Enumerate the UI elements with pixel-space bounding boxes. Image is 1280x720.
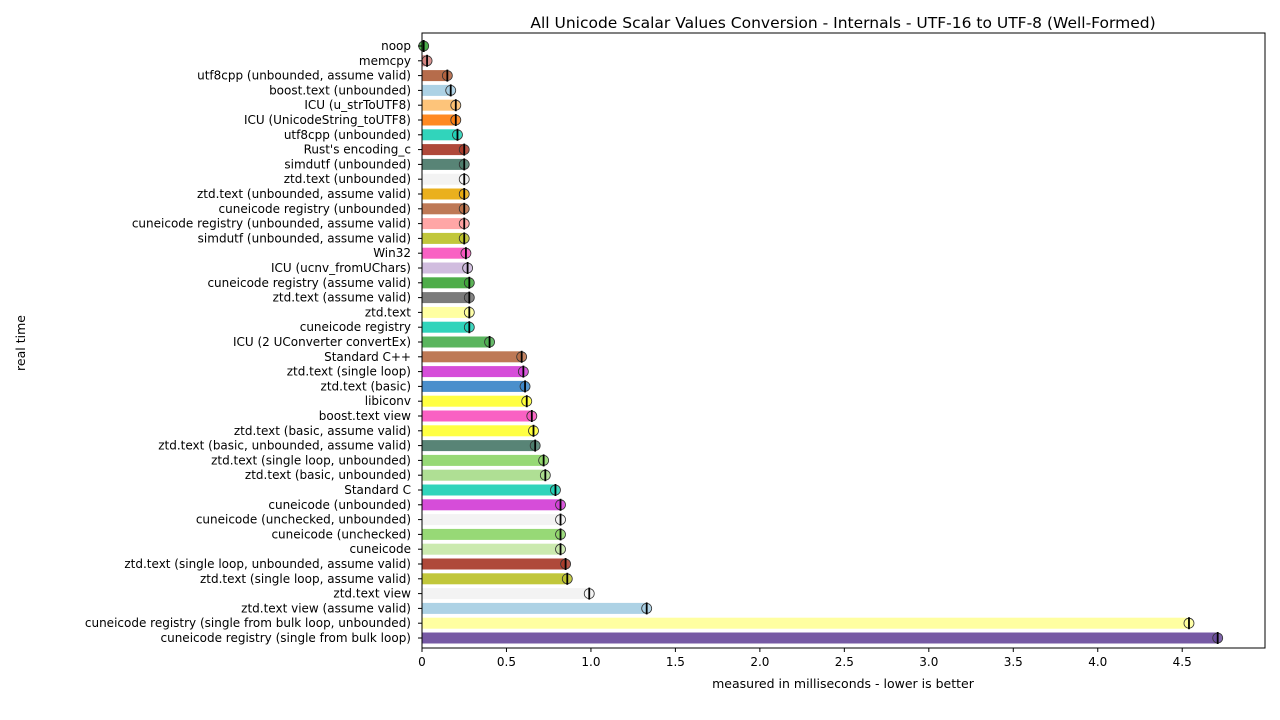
y-tick-label-9: ztd.text (unbounded) (284, 172, 411, 186)
y-tick-label-2: utf8cpp (unbounded, assume valid) (197, 69, 411, 83)
x-tick-label-8: 4.0 (1088, 655, 1107, 669)
y-tick-label-13: simdutf (unbounded, assume valid) (198, 231, 411, 245)
bar-17 (422, 292, 470, 304)
bar-35 (422, 558, 566, 570)
y-tick-label-29: ztd.text (basic, unbounded) (245, 468, 411, 482)
y-tick-label-24: libiconv (365, 394, 411, 408)
x-tick-label-2: 1.0 (581, 655, 600, 669)
bar-27 (422, 440, 536, 452)
bar-37 (422, 588, 590, 600)
bar-23 (422, 380, 526, 392)
y-tick-label-21: Standard C++ (324, 350, 411, 364)
y-tick-label-36: ztd.text (single loop, assume valid) (200, 572, 411, 586)
bar-24 (422, 395, 527, 407)
y-tick-label-23: ztd.text (basic) (321, 379, 411, 393)
y-tick-label-35: ztd.text (single loop, unbounded, assume… (124, 557, 411, 571)
y-tick-label-38: ztd.text view (assume valid) (241, 601, 411, 615)
y-tick-label-14: Win32 (373, 246, 411, 260)
y-tick-label-10: ztd.text (unbounded, assume valid) (197, 187, 411, 201)
y-axis-label: real time (13, 315, 28, 371)
bar-15 (422, 262, 468, 274)
bar-9 (422, 173, 465, 185)
bar-11 (422, 203, 465, 215)
y-tick-label-6: utf8cpp (unbounded) (284, 128, 411, 142)
y-tick-label-15: ICU (ucnv_fromUChars) (271, 261, 411, 275)
bar-8 (422, 158, 465, 170)
y-tick-label-40: cuneicode registry (single from bulk loo… (161, 631, 412, 645)
y-tick-label-26: ztd.text (basic, assume valid) (234, 424, 411, 438)
bar-40 (422, 632, 1218, 644)
bar-14 (422, 247, 466, 259)
y-tick-label-27: ztd.text (basic, unbounded, assume valid… (158, 439, 411, 453)
bar-32 (422, 514, 561, 526)
bar-6 (422, 129, 458, 141)
x-tick-label-7: 3.5 (1004, 655, 1023, 669)
y-tick-label-28: ztd.text (single loop, unbounded) (211, 453, 411, 467)
x-tick-label-1: 0.5 (497, 655, 516, 669)
bar-3 (422, 84, 451, 96)
error-bars-group (418, 40, 1224, 644)
bar-10 (422, 188, 465, 200)
bar-25 (422, 410, 532, 422)
bar-21 (422, 351, 522, 363)
x-tick-label-3: 1.5 (666, 655, 685, 669)
y-tick-label-32: cuneicode (unchecked, unbounded) (196, 513, 411, 527)
bar-16 (422, 277, 470, 289)
y-tick-label-18: ztd.text (365, 305, 411, 319)
y-tick-label-8: simdutf (unbounded) (284, 157, 411, 171)
plot-frame (421, 32, 1266, 649)
y-tick-label-12: cuneicode registry (unbounded, assume va… (132, 217, 411, 231)
bar-39 (422, 617, 1189, 629)
y-tick-label-17: ztd.text (assume valid) (273, 291, 411, 305)
bar-12 (422, 218, 465, 230)
x-axis-label: measured in milliseconds - lower is bett… (712, 676, 975, 691)
x-tick-label-9: 4.5 (1173, 655, 1192, 669)
y-tick-label-0: noop (381, 39, 411, 53)
y-tick-label-4: ICU (u_strToUTF8) (304, 98, 411, 112)
bar-2 (422, 70, 448, 82)
x-tick-label-0: 0 (418, 655, 426, 669)
bar-7 (422, 144, 465, 156)
x-axis: 0 0.5 1.0 1.5 2.0 2.5 3.0 3.5 4.0 4.5 (418, 648, 1192, 669)
bar-33 (422, 528, 561, 540)
x-tick-label-5: 2.5 (835, 655, 854, 669)
chart-title: All Unicode Scalar Values Conversion - I… (530, 14, 1155, 32)
bar-36 (422, 573, 568, 585)
y-tick-label-11: cuneicode registry (unbounded) (219, 202, 411, 216)
bar-30 (422, 484, 556, 496)
bar-26 (422, 425, 534, 437)
y-tick-label-3: boost.text (unbounded) (269, 83, 411, 97)
y-tick-label-31: cuneicode (unbounded) (268, 498, 411, 512)
bar-4 (422, 99, 456, 111)
y-tick-label-1: memcpy (359, 54, 411, 68)
bar-38 (422, 602, 647, 614)
y-tick-label-37: ztd.text view (333, 587, 411, 601)
y-tick-label-16: cuneicode registry (assume valid) (207, 276, 411, 290)
bar-31 (422, 499, 561, 511)
bar-34 (422, 543, 561, 555)
x-tick-label-4: 2.0 (750, 655, 769, 669)
y-tick-label-33: cuneicode (unchecked) (271, 527, 411, 541)
y-tick-label-30: Standard C (344, 483, 411, 497)
y-tick-label-22: ztd.text (single loop) (287, 365, 411, 379)
bar-5 (422, 114, 456, 126)
bar-22 (422, 366, 524, 378)
bar-19 (422, 321, 470, 333)
bars-group (422, 40, 1218, 644)
x-tick-label-6: 3.0 (919, 655, 938, 669)
y-tick-label-5: ICU (UnicodeString_toUTF8) (244, 113, 411, 127)
y-tick-label-39: cuneicode registry (single from bulk loo… (85, 616, 411, 630)
bar-20 (422, 336, 490, 348)
y-tick-label-7: Rust's encoding_c (304, 143, 411, 157)
y-tick-label-25: boost.text view (319, 409, 411, 423)
y-tick-label-19: cuneicode registry (300, 320, 411, 334)
bar-18 (422, 306, 470, 318)
bar-29 (422, 469, 546, 481)
bar-13 (422, 232, 465, 244)
bar-28 (422, 454, 544, 466)
y-tick-label-20: ICU (2 UConverter convertEx) (233, 335, 411, 349)
y-tick-label-34: cuneicode (350, 542, 411, 556)
